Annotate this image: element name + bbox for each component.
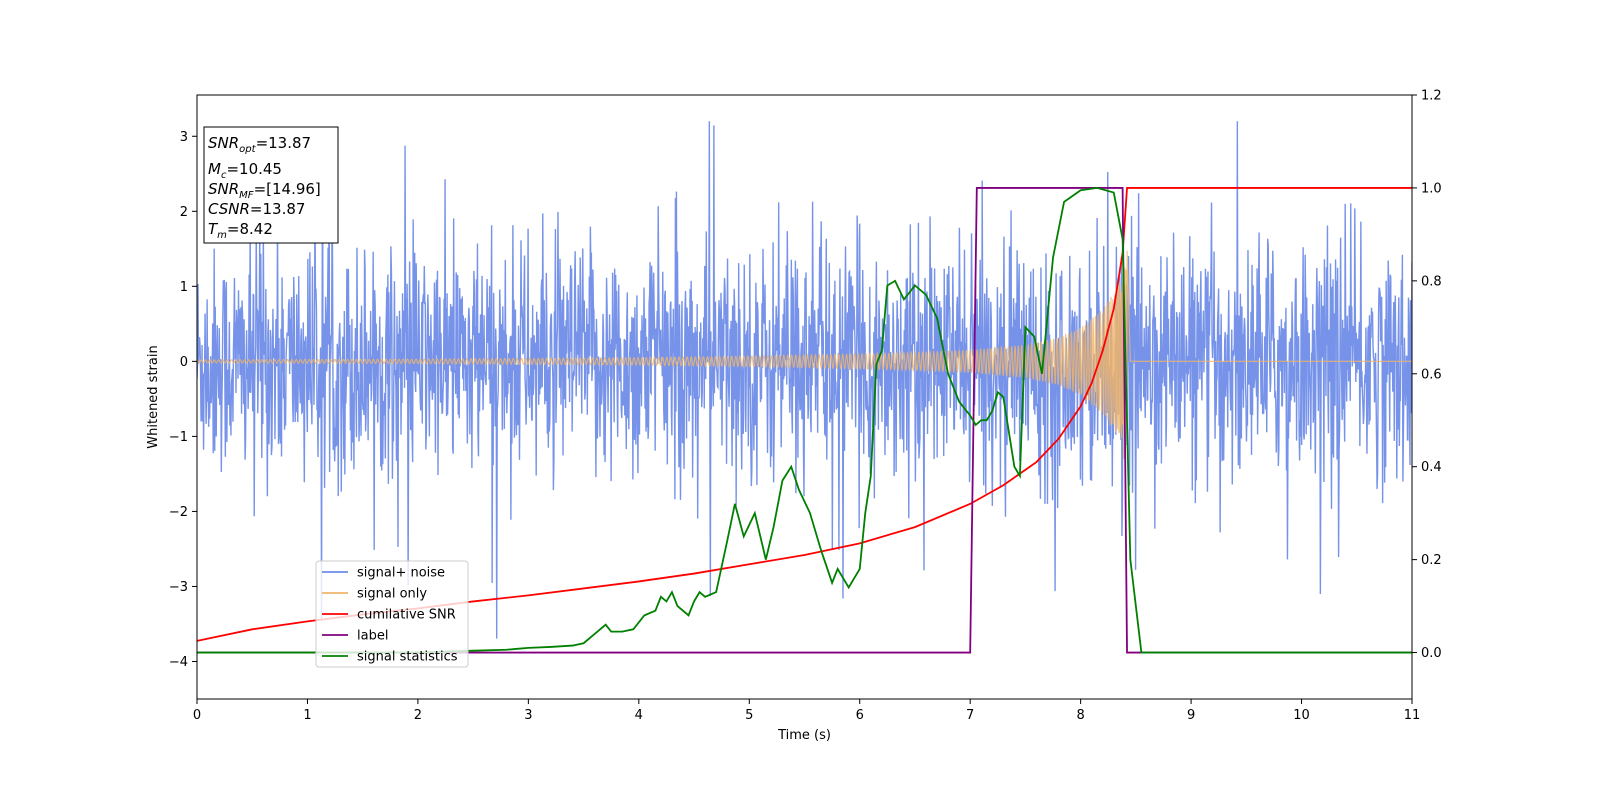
x-tick-label: 11 [1404, 708, 1421, 723]
series-signal-only [197, 250, 1412, 460]
info-box: SNRopt=13.87 Mc=10.45SNRMF=[14.96]CSNR=13… [203, 126, 339, 244]
legend-label: signal+ noise [357, 566, 445, 581]
x-tick-label: 7 [966, 708, 974, 723]
y-left-tick-label: −4 [169, 655, 188, 670]
x-tick-label: 4 [635, 708, 643, 723]
info-line: SNRMF=[14.96] [208, 180, 321, 201]
legend-label: signal only [357, 587, 427, 602]
x-axis-label: Time (s) [777, 728, 831, 743]
x-tick-label: 5 [745, 708, 753, 723]
y-left-tick-label: −1 [169, 430, 188, 445]
info-line: Tm=8.42 [208, 220, 273, 241]
axes-layer: 0 1 2 3 4 5 6 7 8 9 10 11 −4 −3 −2 −1 0 1 2 3 0.0 0.2 0.4 0.6 0.… [146, 89, 1442, 744]
y-right-tick-label: 0.0 [1421, 646, 1442, 661]
legend: signal+ noise signal only cumilative SNR la… [315, 560, 469, 668]
info-line: Mc=10.45 [208, 160, 282, 181]
y-left-tick-label: −3 [169, 580, 188, 595]
x-tick-label: 1 [303, 708, 311, 723]
info-box-frame [203, 126, 339, 244]
x-tick-label: 6 [856, 708, 864, 723]
x-tick-label: 0 [193, 708, 201, 723]
y-left-tick-label: 2 [180, 205, 188, 220]
y-right-tick-label: 0.2 [1421, 553, 1442, 568]
y-right-tick-label: 0.4 [1421, 460, 1442, 475]
info-line: SNRopt=13.87 [208, 134, 311, 155]
y-right-tick-label: 1.0 [1421, 181, 1442, 196]
y-right-tick-label: 0.8 [1421, 274, 1442, 289]
y-right-tick-label: 0.6 [1421, 367, 1442, 382]
y-left-tick-label: 1 [180, 280, 188, 295]
y-right-tick-label: 1.2 [1421, 89, 1442, 104]
series-signal-noise [197, 121, 1412, 639]
y-left-tick-label: −2 [169, 505, 188, 520]
x-tick-label: 9 [1187, 708, 1195, 723]
series-signal-statistics [197, 187, 1412, 654]
x-tick-label: 3 [524, 708, 532, 723]
legend-frame [315, 560, 469, 668]
legend-label: label [357, 629, 388, 644]
y-left-tick-label: 0 [180, 355, 188, 370]
legend-label: signal statistics [357, 650, 458, 665]
plot-frame [196, 94, 1413, 700]
x-tick-label: 8 [1076, 708, 1084, 723]
y-axis-label: Whitened strain [146, 345, 161, 448]
info-line: CSNR=13.87 [208, 200, 305, 218]
y-left-tick-label: 3 [180, 130, 188, 145]
x-tick-label: 2 [414, 708, 422, 723]
x-tick-label: 10 [1293, 708, 1310, 723]
legend-label: cumilative SNR [357, 608, 456, 623]
